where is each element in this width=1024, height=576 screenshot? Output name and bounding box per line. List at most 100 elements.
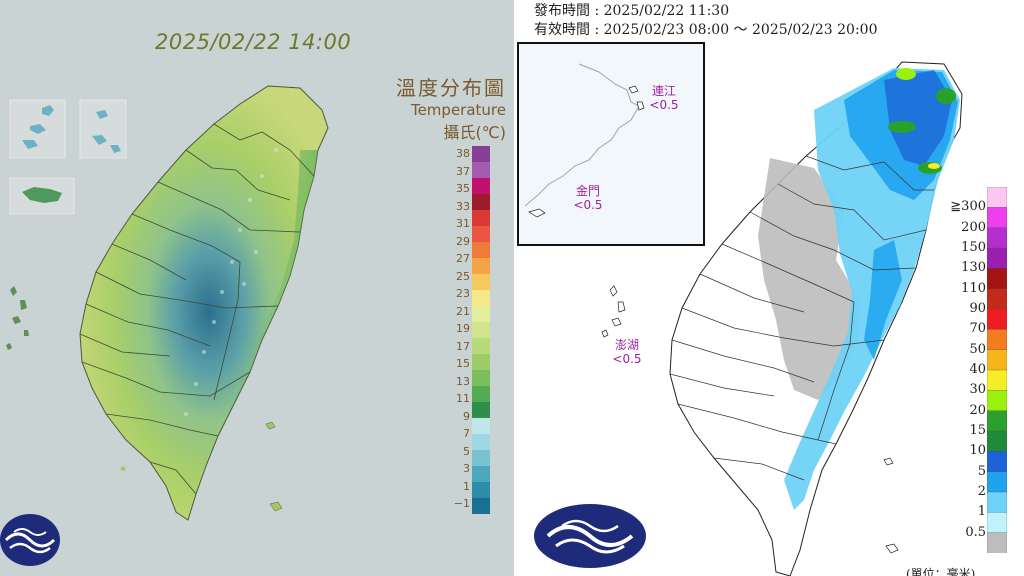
temperature-map-panel: 2025/02/22 14:00 溫度分布圖 Temperature 攝氏(℃)… <box>0 0 514 576</box>
rainfall-scale-swatch <box>987 532 1007 553</box>
temperature-scale-label: 1 <box>463 479 470 493</box>
rainfall-scale-swatch <box>987 227 1007 249</box>
rainfall-scale-swatch <box>987 268 1007 290</box>
mountain-texture <box>184 148 278 416</box>
orchid-island <box>269 501 283 512</box>
temperature-scale-swatch <box>472 210 490 227</box>
matsu-islands-2 <box>92 110 121 153</box>
rainfall-scale-label: 90 <box>969 301 986 316</box>
label-lienchiang: 連江 <0.5 <box>649 84 679 112</box>
rainfall-scale-swatch <box>987 430 1007 452</box>
temperature-scale-swatch <box>472 226 490 243</box>
rainfall-scale-swatch <box>987 247 1007 269</box>
cwa-logo-icon <box>0 514 60 566</box>
rain-area-10 <box>884 70 952 166</box>
rainfall-scale-swatch <box>987 187 1007 208</box>
rainfall-scale-label: 0.5 <box>965 524 986 540</box>
temperature-scale-swatch <box>472 466 490 483</box>
rain-spot-30 <box>928 163 940 169</box>
temperature-scale-label: 5 <box>463 444 470 458</box>
temperature-scale-label: 35 <box>456 182 470 196</box>
title-zh: 溫度分布圖 <box>396 76 506 100</box>
temperature-scale-swatch <box>472 370 490 387</box>
rainfall-scale-label: 5 <box>977 463 986 479</box>
temperature-scale-swatch <box>472 274 490 291</box>
inset-coastline <box>524 63 645 218</box>
rainfall-map <box>601 61 963 576</box>
rain-area-0-5 <box>758 158 860 400</box>
issue-time: 發布時間 : 2025/02/22 11:30 <box>534 3 730 19</box>
temperature-scale-swatch <box>472 354 490 371</box>
temperature-scale-swatch <box>472 146 490 163</box>
rainfall-scale-label: 40 <box>969 362 986 377</box>
temperature-scale-label: 9 <box>463 409 470 423</box>
temperature-scale-swatch <box>472 162 490 179</box>
temperature-scale-swatch <box>472 402 490 419</box>
rainfall-scale-label: 10 <box>969 443 986 459</box>
temperature-scale-swatch <box>472 450 490 467</box>
east-coast-band <box>234 150 318 404</box>
temperature-scale-swatch <box>472 434 490 451</box>
rainfall-unit-note: (單位：毫米) <box>906 567 976 576</box>
matsu-islands <box>22 105 54 149</box>
county-boundaries <box>79 123 315 495</box>
rainfall-scale-label: 200 <box>961 219 986 235</box>
temperature-scale-swatch <box>472 290 490 307</box>
temperature-title: 溫度分布圖 Temperature 攝氏(℃) <box>396 72 506 143</box>
cwa-logo-icon <box>534 504 646 568</box>
valid-time: 有效時間 : 2025/02/23 08:00 ～ 2025/02/23 20:… <box>534 22 878 38</box>
rainfall-scale-swatch <box>987 369 1007 391</box>
rain-spot-15-b <box>888 121 916 133</box>
temperature-scale-label: 21 <box>456 304 470 318</box>
temperature-scale-label: 27 <box>456 252 470 266</box>
rain-spot-15-d <box>936 88 956 104</box>
east-islands-outline <box>883 457 899 554</box>
penghu-islands <box>6 286 29 350</box>
temperature-scale-label: 3 <box>463 462 470 476</box>
temperature-scale-swatch <box>472 418 490 435</box>
rainfall-scale-swatch <box>987 410 1007 432</box>
temperature-scale-label: 31 <box>456 217 470 231</box>
rainfall-scale-label: 130 <box>961 260 986 276</box>
temperature-scale-label: 11 <box>456 392 470 406</box>
forecast-times: 發布時間 : 2025/02/22 11:30 有效時間 : 2025/02/2… <box>534 2 878 40</box>
rainfall-scale-label: 2 <box>977 484 986 499</box>
temperature-scale-label: 17 <box>456 339 470 353</box>
rainfall-scale-label: 110 <box>961 280 986 296</box>
temperature-scale-swatch <box>472 386 490 403</box>
temperature-scale-label: 37 <box>456 164 470 178</box>
penghu-outline <box>601 285 626 338</box>
temperature-scale-swatch <box>472 338 490 355</box>
rainfall-scale-swatch <box>987 288 1007 310</box>
rainfall-scale-swatch <box>987 329 1007 351</box>
rain-spot-20-a <box>896 68 916 80</box>
rainfall-scale-swatch <box>987 512 1007 534</box>
rainfall-scale-swatch <box>987 308 1007 330</box>
rainfall-color-scale <box>987 187 1007 553</box>
rainfall-scale-label: 15 <box>969 423 986 438</box>
temperature-scale-label: 15 <box>456 357 470 371</box>
temperature-scale-label: 7 <box>463 427 470 441</box>
rainfall-map-panel: 發布時間 : 2025/02/22 11:30 有效時間 : 2025/02/2… <box>514 0 1024 576</box>
temperature-scale-label: 33 <box>456 199 470 213</box>
temperature-scale-swatch <box>472 322 490 339</box>
rainfall-scale-label: 1 <box>977 504 986 520</box>
rainfall-scale-label: 150 <box>961 240 986 255</box>
rainfall-county-boundaries <box>669 155 934 481</box>
temperature-scale-label: 38 <box>456 147 470 160</box>
temperature-scale-label: −1 <box>453 497 470 511</box>
title-unit: 攝氏(℃) <box>443 123 506 142</box>
rainfall-scale-swatch <box>987 491 1007 513</box>
temperature-scale-swatch <box>472 482 490 499</box>
rainfall-scale-swatch <box>987 390 1007 412</box>
temperature-scale-swatch <box>472 178 490 195</box>
rainfall-scale-label: 70 <box>969 321 986 337</box>
temperature-color-scale <box>472 146 490 514</box>
rainfall-scale-label: 30 <box>969 382 986 398</box>
rainfall-scale-swatch <box>987 451 1007 473</box>
temperature-scale-swatch <box>472 242 490 259</box>
temperature-scale-swatch <box>472 306 490 323</box>
rainfall-scale-swatch <box>987 207 1007 229</box>
kinmen-island <box>22 187 62 203</box>
rainfall-scale-swatch <box>987 349 1007 371</box>
